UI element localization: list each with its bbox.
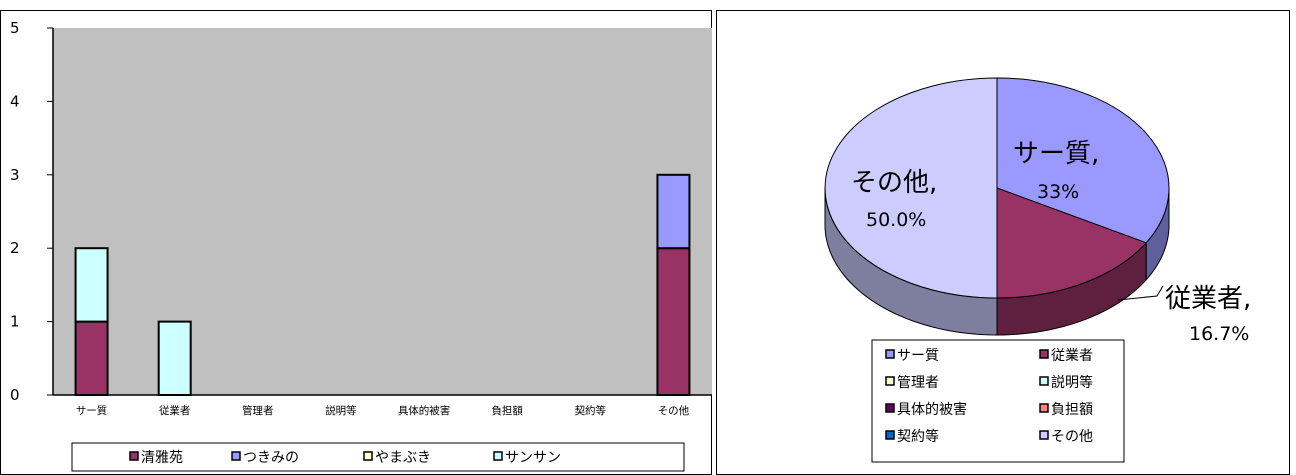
legend-label: つきみの (243, 450, 299, 466)
y-axis-ticks: 0 1 2 3 4 5 (10, 19, 53, 404)
bar-legend-items: 清雅苑 つきみの やまぶき サンサン (129, 450, 561, 466)
legend-swatch (363, 451, 373, 461)
pie-slices (824, 77, 1170, 336)
x-category-label: サー質 (76, 404, 108, 417)
pie-chart-frame (716, 10, 1290, 475)
legend-label: やまぶき (375, 450, 431, 466)
pie-slice-side (824, 187, 998, 336)
pie-legend-swatch (1039, 403, 1049, 413)
pie-slice (996, 187, 1148, 299)
pie-legend-swatch (885, 349, 895, 359)
x-category-label: その他 (658, 404, 690, 417)
pie-slice-side (1145, 187, 1170, 282)
pie-label-name: その他, (851, 168, 937, 198)
x-axis-categories: サー質 従業者 管理者 説明等 具体的被害 負担額 契約等 その他 (76, 404, 690, 417)
pie-legend-label: サー質 (897, 348, 939, 364)
pie-legend-swatch (885, 403, 895, 413)
y-tick-label: 5 (10, 19, 20, 37)
pie-label-name: サー質, (1013, 139, 1099, 169)
x-category-label: 説明等 (325, 404, 357, 417)
legend-swatch (493, 451, 503, 461)
x-category-label: 契約等 (575, 404, 607, 417)
pie-slice (824, 77, 998, 299)
bar-legend: 清雅苑 つきみの やまぶき サンサン (71, 442, 685, 472)
bar-segment (74, 247, 109, 323)
y-tick-label: 4 (10, 92, 20, 110)
pie-legend-swatch (885, 376, 895, 386)
x-category-label: 負担額 (491, 404, 523, 417)
legend-label: 清雅苑 (141, 450, 183, 466)
pie-legend-label: 従業者 (1051, 348, 1093, 364)
pie-label-value: 16.7% (1189, 323, 1249, 345)
pie-leader-line (1117, 285, 1164, 301)
x-category-label: 管理者 (242, 404, 274, 417)
pie-legend-label: 具体的被害 (897, 402, 967, 418)
plot-area (53, 28, 712, 395)
legend-swatch (231, 451, 241, 461)
legend-swatch (129, 451, 139, 461)
pie-slice-side (996, 241, 1147, 336)
bar-segment (656, 247, 691, 396)
bar-series (74, 173, 691, 397)
y-tick-label: 0 (10, 386, 20, 404)
pie-label-value: 33% (1037, 181, 1079, 203)
y-tick-label: 3 (10, 166, 20, 184)
bar-segment (157, 320, 192, 397)
pie-slice-labels: サー質, 33% その他, 50.0% 従業者, 16.7% (851, 139, 1251, 345)
y-tick-label: 1 (10, 313, 20, 331)
stacked-bar-chart: 0 1 2 3 4 5 サー質 従業者 管理者 説明等 具体的被害 負担額 契約等 その他 清雅苑 つきみ… (0, 10, 712, 475)
bar-legend-box (71, 442, 685, 472)
bar-segment (656, 173, 691, 250)
pie-legend-label: 契約等 (897, 428, 939, 445)
pie-legend-swatch (1039, 376, 1049, 386)
pie-legend-swatch (1039, 430, 1049, 440)
bar-segment (74, 320, 109, 397)
pie-legend-label: 負担額 (1051, 402, 1093, 418)
x-category-label: 従業者 (159, 404, 191, 417)
pie-legend-label: 説明等 (1051, 374, 1093, 391)
pie-legend-label: 管理者 (897, 375, 939, 391)
pie-legend-label: その他 (1051, 429, 1093, 445)
pie-label-name: 従業者, (1165, 284, 1251, 314)
pie-legend-swatch (1039, 349, 1049, 359)
pie-label-value: 50.0% (866, 209, 926, 231)
pie-legend-swatch (885, 430, 895, 440)
y-tick-label: 2 (10, 239, 20, 257)
x-category-label: 具体的被害 (398, 404, 451, 417)
legend-label: サンサン (505, 450, 561, 466)
pie-slice (996, 77, 1170, 244)
pie-legend-box (871, 339, 1125, 463)
